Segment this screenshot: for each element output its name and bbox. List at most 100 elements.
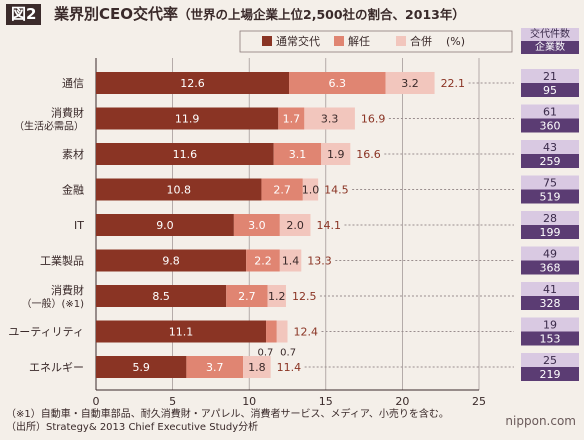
succession-count-box-6 <box>521 246 579 261</box>
x-tick-label-4: 20 <box>395 395 409 408</box>
data-label-5-1: 9.0 <box>156 219 174 232</box>
succession-count-9: 25 <box>543 354 557 367</box>
bar-segment-7-2 <box>226 285 268 307</box>
bar-segment-1-3 <box>385 72 435 94</box>
data-label-1-3: 3.2 <box>401 77 419 90</box>
company-count-1: 95 <box>543 84 557 97</box>
bar-segment-9-3 <box>243 356 271 378</box>
bar-segment-7-3 <box>267 285 286 307</box>
total-label-5: 14.1 <box>316 219 341 232</box>
company-count-4: 519 <box>540 191 561 204</box>
data-label-7-2: 2.7 <box>238 290 256 303</box>
succession-count-box-9 <box>521 353 579 367</box>
category-label-6: 工業製品 <box>40 254 84 268</box>
legend-unit: (%) <box>446 35 465 48</box>
bar-segment-8-3 <box>276 320 288 343</box>
company-count-7: 328 <box>540 297 561 310</box>
data-label-9-3: 1.8 <box>248 361 266 374</box>
bar-segment-2-1 <box>96 107 279 130</box>
data-label-9-1: 5.9 <box>132 361 150 374</box>
succession-count-5: 28 <box>543 212 557 225</box>
company-count-8: 153 <box>540 333 561 346</box>
company-count-box-4 <box>521 189 579 204</box>
data-label-7-3: 1.2 <box>268 290 286 303</box>
footnotes: （※1）自動車・自動車部品、耐久消費財・アパレル、消費者サービス、メディア、小売… <box>6 408 449 434</box>
company-count-6: 368 <box>540 262 561 275</box>
data-label-3-1: 11.6 <box>173 148 198 161</box>
succession-count-7: 41 <box>543 283 557 296</box>
total-label-2: 16.9 <box>361 113 386 126</box>
data-label-4-3: 1.0 <box>302 184 320 197</box>
succession-count-3: 43 <box>543 141 557 154</box>
category-label-2: 消費財 <box>51 106 84 120</box>
company-count-box-5 <box>521 225 579 239</box>
succession-count-6: 49 <box>543 248 557 261</box>
chart-subtitle: （世界の上場企業上位2,500社の割合、2013年） <box>178 7 465 22</box>
bar-segment-2-2 <box>278 107 305 130</box>
company-count-box-7 <box>521 296 579 310</box>
data-label-6-1: 9.8 <box>162 255 180 268</box>
x-tick-label-0: 0 <box>93 395 100 408</box>
data-label-3-2: 3.1 <box>289 148 307 161</box>
footnote-source: （出所）Strategy& 2013 Chief Executive Study… <box>6 422 259 433</box>
category-label-8: ユーティリティ <box>8 326 84 339</box>
total-label-9: 11.4 <box>277 361 302 374</box>
bar-segment-1-2 <box>289 72 386 94</box>
company-count-box-1 <box>521 83 579 97</box>
succession-count-box-5 <box>521 211 579 225</box>
bar-segment-4-2 <box>261 178 303 201</box>
legend-label-2: 解任 <box>348 34 370 48</box>
x-tick-label-5: 25 <box>472 395 486 408</box>
company-count-box-9 <box>521 367 579 381</box>
bar-segment-6-1 <box>96 249 247 272</box>
total-label-7: 12.5 <box>292 290 317 303</box>
category-label-3: 素材 <box>62 147 84 161</box>
data-label-4-2: 2.7 <box>273 184 291 197</box>
bar-segment-9-2 <box>186 356 244 378</box>
chart-title: 業界別CEO交代率（世界の上場企業上位2,500社の割合、2013年） <box>54 4 465 25</box>
legend-swatch-2 <box>334 36 344 46</box>
legend-swatch-3 <box>396 36 406 46</box>
data-label-9-2: 3.7 <box>206 361 224 374</box>
bar-segment-3-3 <box>321 143 351 165</box>
succession-count-box-7 <box>521 282 579 296</box>
company-count-9: 219 <box>540 368 561 381</box>
count-header-succession: 交代件数 <box>521 28 579 41</box>
total-label-4: 14.5 <box>324 184 349 197</box>
data-label-4-1: 10.8 <box>166 184 191 197</box>
company-count-box-3 <box>521 154 579 168</box>
brand-logo-text: nippon.com <box>505 414 576 428</box>
x-tick-label-2: 10 <box>242 395 256 408</box>
company-count-2: 360 <box>540 120 561 133</box>
data-label-8-3: 0.7 <box>280 348 296 359</box>
data-label-8-1: 11.1 <box>169 326 194 339</box>
succession-count-box-3 <box>521 140 579 154</box>
category-label-7-sub: （一般）(※1) <box>21 297 84 310</box>
bar-segment-3-1 <box>96 143 274 165</box>
company-count-box-6 <box>521 260 579 275</box>
succession-count-box-1 <box>521 69 579 83</box>
category-label-1: 通信 <box>62 77 84 90</box>
data-label-7-1: 8.5 <box>152 290 170 303</box>
bar-segment-1-1 <box>96 72 290 94</box>
company-count-box-8 <box>521 331 579 346</box>
total-label-8: 12.4 <box>294 326 319 339</box>
succession-count-box-4 <box>521 175 579 190</box>
category-label-5: IT <box>74 219 84 232</box>
company-count-5: 199 <box>540 226 561 239</box>
bar-segment-4-3 <box>302 178 319 201</box>
succession-count-1: 21 <box>543 70 557 83</box>
total-label-1: 22.1 <box>441 77 466 90</box>
company-count-box-2 <box>521 118 579 133</box>
data-label-1-1: 12.6 <box>180 77 205 90</box>
bar-segment-3-2 <box>273 143 322 165</box>
count-header-companies: 企業数 <box>521 41 579 54</box>
data-label-2-1: 11.9 <box>175 113 200 126</box>
figure-tag: 図2 <box>6 4 42 25</box>
total-label-3: 16.6 <box>356 148 381 161</box>
chart-title-main: 業界別CEO交代率 <box>54 5 179 23</box>
category-label-2-sub: （生活必需品） <box>14 120 84 133</box>
bar-segment-4-1 <box>96 178 262 201</box>
company-count-3: 259 <box>540 155 561 168</box>
succession-count-8: 19 <box>543 319 557 332</box>
